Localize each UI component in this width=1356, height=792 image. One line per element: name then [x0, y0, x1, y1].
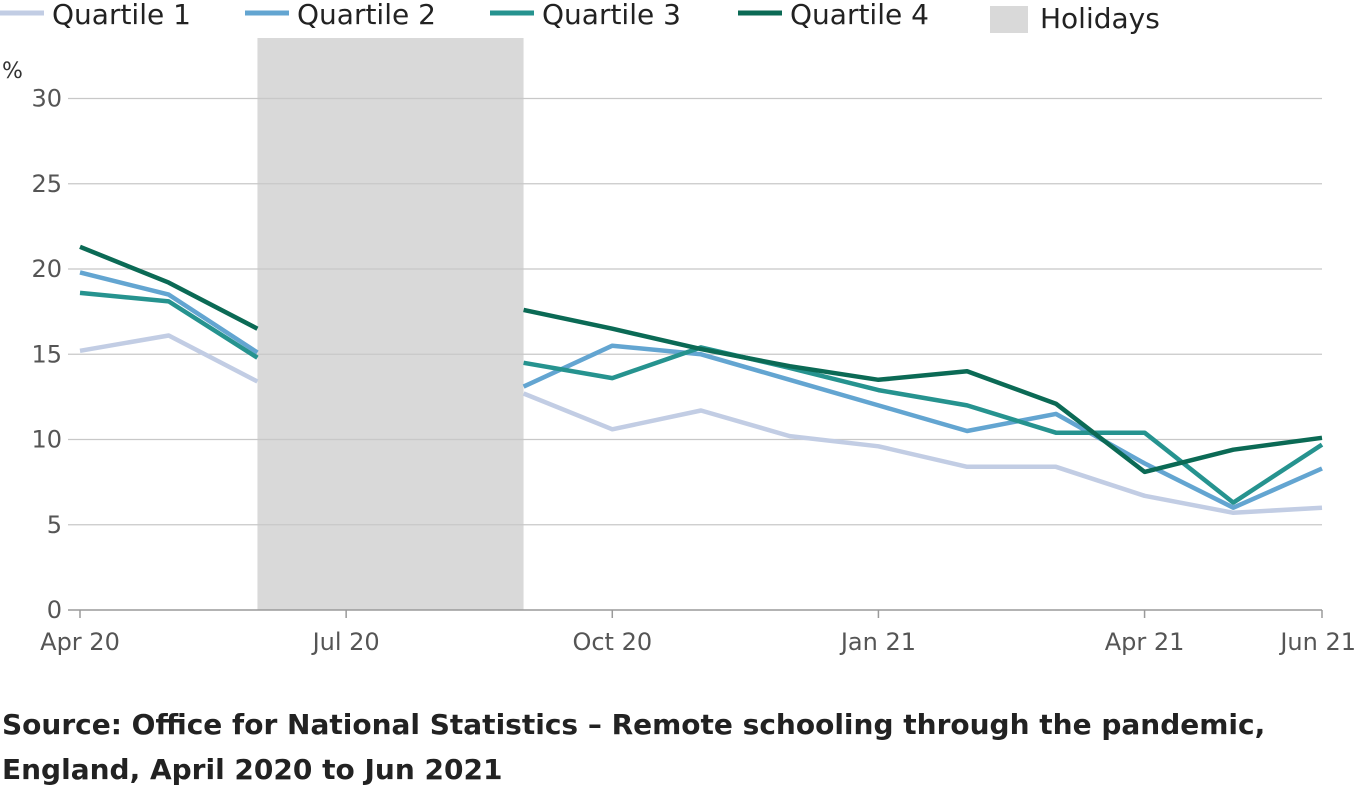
series-lines [79, 244, 1324, 516]
x-tick-label: Apr 20 [40, 628, 120, 656]
source-note: Source: Office for National Statistics –… [2, 708, 1266, 786]
x-tick-label: Jul 20 [311, 628, 380, 656]
series-line [79, 244, 259, 331]
axes: 0 5 10 15 20 25 30% Apr 20 Jul 20 Oct 20 Jan 21 Apr… [2, 59, 1356, 656]
legend-label: Quartile 4 [790, 0, 929, 31]
holiday-shading-layer [257, 38, 524, 610]
y-tick-label: 15 [31, 340, 62, 368]
y-tick-label: 20 [31, 255, 62, 283]
legend-label: Quartile 2 [297, 0, 436, 31]
legend-label: Quartile 3 [542, 0, 681, 31]
series-line [522, 343, 1323, 510]
legend-label: Holidays [1040, 2, 1160, 35]
series-line [79, 290, 259, 360]
gridlines [68, 97, 1322, 526]
series-line [522, 391, 1323, 516]
y-tick-label: 25 [31, 170, 62, 198]
holiday-band [257, 38, 524, 610]
y-tick-label: 5 [47, 511, 62, 539]
legend-label: Quartile 1 [52, 0, 191, 31]
x-tick-label: Jun 21 [1278, 628, 1356, 656]
y-axis-label: % [2, 59, 23, 84]
legend: Quartile 1 Quartile 2 Quartile 3 Quartile 4… [0, 0, 1160, 35]
y-tick-label: 0 [47, 596, 62, 624]
line-chart: 0 5 10 15 20 25 30% Apr 20 Jul 20 Oct 20 Jan 21 Apr… [0, 0, 1356, 656]
x-tick-label: Apr 21 [1105, 628, 1185, 656]
y-tick-label: 10 [31, 426, 62, 454]
legend-swatch [990, 6, 1028, 33]
x-tick-label: Oct 20 [572, 628, 652, 656]
series-line [523, 307, 1323, 475]
series-line [79, 333, 259, 384]
x-tick-label: Jan 21 [839, 628, 916, 656]
series-line [79, 270, 259, 355]
y-tick-label: 30 [31, 85, 62, 113]
series-line [523, 345, 1324, 505]
